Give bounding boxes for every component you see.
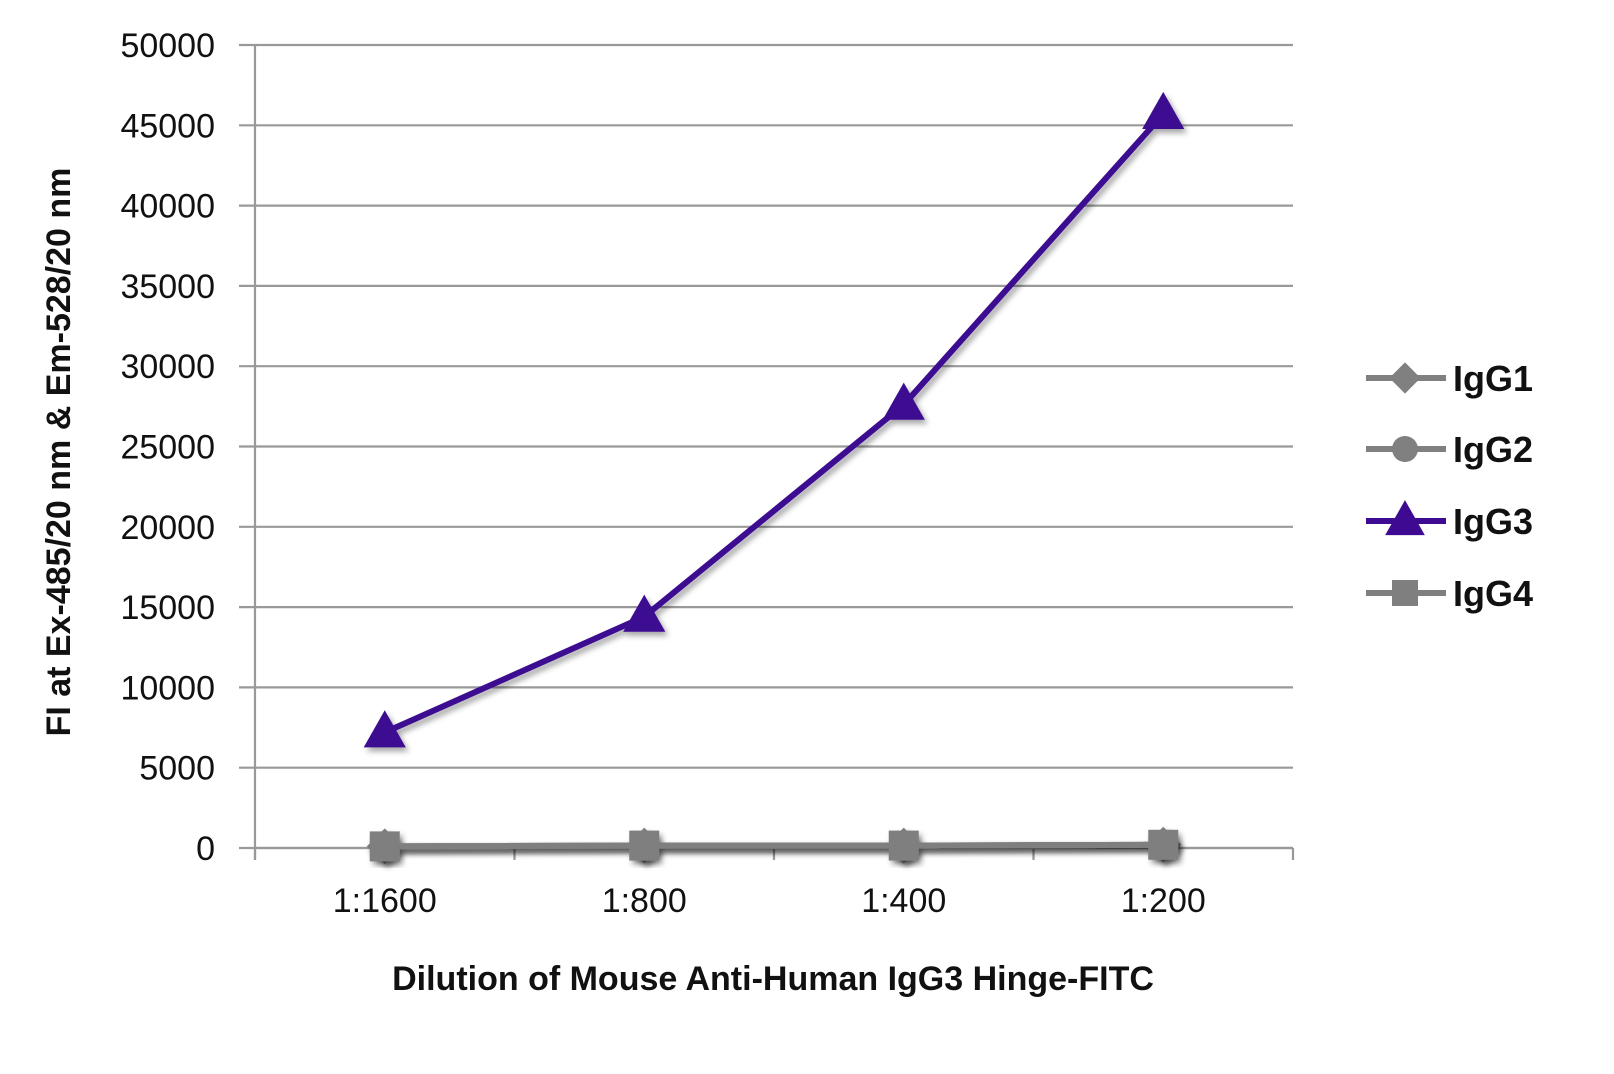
legend-label: IgG3 xyxy=(1453,501,1533,542)
legend: IgG1 IgG2 IgG3 IgG4 xyxy=(1366,358,1533,614)
y-tick-label: 25000 xyxy=(120,429,215,467)
axes: 0 5000 10000 15000 20000 25000 30000 35000 40000… xyxy=(120,27,1295,920)
y-tick-label: 45000 xyxy=(120,107,215,145)
legend-label: IgG4 xyxy=(1453,573,1533,614)
x-tick-label: 1:200 xyxy=(1121,882,1206,920)
legend-marker xyxy=(1389,362,1421,394)
data-point xyxy=(1142,91,1185,130)
y-tick-label: 10000 xyxy=(120,669,215,707)
series-igg3 xyxy=(363,91,1185,748)
plot-area xyxy=(363,91,1185,865)
legend-item-igg3: IgG3 xyxy=(1366,500,1533,542)
data-point xyxy=(888,830,919,861)
legend-item-igg2: IgG2 xyxy=(1366,429,1533,470)
series-line xyxy=(383,112,1166,736)
x-tick-label: 1:800 xyxy=(602,882,687,920)
x-axis-title: Dilution of Mouse Anti-Human IgG3 Hinge-… xyxy=(392,960,1154,998)
y-tick-label: 40000 xyxy=(120,188,215,226)
y-tick-label: 0 xyxy=(196,830,215,868)
y-tick-label: 50000 xyxy=(120,27,215,65)
gridlines xyxy=(239,43,1293,850)
data-point xyxy=(623,594,666,632)
legend-label: IgG1 xyxy=(1453,358,1533,399)
data-point xyxy=(1148,829,1179,860)
legend-marker xyxy=(1392,436,1418,462)
y-tick-label: 20000 xyxy=(120,509,215,547)
data-point xyxy=(882,382,925,420)
y-tick-label: 30000 xyxy=(120,348,215,386)
legend-item-igg1: IgG1 xyxy=(1366,358,1533,399)
y-tick-label: 5000 xyxy=(139,750,215,788)
x-tick-label: 1:400 xyxy=(861,882,946,920)
series-line xyxy=(384,841,1164,850)
data-point xyxy=(629,830,660,861)
y-tick-label: 35000 xyxy=(120,268,215,306)
y-axis-title: FI at Ex-485/20 nm & Em-528/20 nm xyxy=(40,168,78,737)
x-tick-label: 1:1600 xyxy=(333,882,437,920)
legend-marker xyxy=(1385,500,1425,536)
y-tick-label: 15000 xyxy=(120,589,215,627)
legend-label: IgG2 xyxy=(1453,429,1533,470)
legend-item-igg4: IgG4 xyxy=(1366,573,1533,614)
legend-marker xyxy=(1392,580,1418,606)
data-point xyxy=(369,831,400,862)
series-igg4 xyxy=(369,829,1179,862)
data-point xyxy=(363,710,406,748)
